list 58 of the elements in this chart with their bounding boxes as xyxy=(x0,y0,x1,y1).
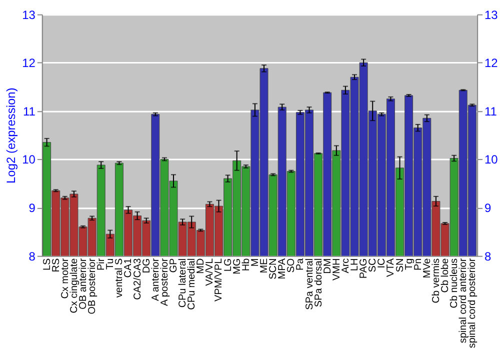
y2-tick-label: 8 xyxy=(484,249,492,264)
x-tick-label: SPa dorsal xyxy=(313,258,324,308)
x-tick-label: SPa ventral xyxy=(304,258,316,310)
x-tick-label: DM xyxy=(322,258,334,274)
y2-tick-label: 9 xyxy=(484,201,492,216)
x-tick-label: SO xyxy=(286,258,298,273)
x-tick-label: MPA xyxy=(277,258,288,280)
x-tick-label: VTA xyxy=(386,258,397,277)
y2-tick-label: 11 xyxy=(484,104,498,118)
x-tick-label: LG xyxy=(222,258,234,272)
y-tick-label: 12 xyxy=(22,56,36,70)
y2-tick-label: 13 xyxy=(484,8,498,22)
x-tick-label: VMH xyxy=(331,258,342,280)
x-tick-label: GP xyxy=(168,258,180,273)
y2-tick-label: 10 xyxy=(484,152,498,167)
x-tick-label: OB anterior xyxy=(78,258,89,310)
x-tick-label: Cx motor xyxy=(60,258,71,299)
x-tick-label: SCN xyxy=(268,258,280,280)
x-tick-label: ventral S xyxy=(114,258,126,298)
x-tick-label: CA1 xyxy=(123,258,134,278)
y-axis-title: Log2 (expression) xyxy=(4,88,18,184)
x-tick-label: Cb nucleus xyxy=(449,258,460,308)
x-tick-label: SN xyxy=(394,258,406,272)
x-tick-label: Pa xyxy=(295,258,306,271)
x-tick-label: SC xyxy=(368,258,379,272)
x-tick-label: Cb lobe xyxy=(440,258,452,293)
x-tick-label: VPM/VPL xyxy=(214,258,225,302)
y-tick-label: 8 xyxy=(28,249,36,264)
x-tick-label: Pir xyxy=(96,258,108,271)
x-tick-label: CPu medial xyxy=(186,258,198,310)
y-tick-label: 13 xyxy=(22,8,36,22)
x-tick-label: PAG xyxy=(358,258,370,279)
x-tick-label: A posterior xyxy=(159,258,170,306)
x-tick-label: ME xyxy=(259,258,270,274)
x-tick-label: Tu xyxy=(105,258,116,270)
x-tick-label: MVe xyxy=(422,258,433,278)
x-tick-label: spinal cord anterior xyxy=(458,258,470,344)
y-tick-label: 11 xyxy=(22,104,36,118)
x-tick-label: Cx cingulate xyxy=(68,258,80,314)
x-tick-label: IC xyxy=(376,258,388,268)
x-tick-label: OB posterior xyxy=(87,258,98,314)
x-tick-label: Tg xyxy=(404,258,415,270)
x-tick-label: DG xyxy=(141,258,152,274)
y-tick-label: 10 xyxy=(22,152,36,167)
x-tick-label: Pn xyxy=(412,258,424,271)
x-tick-label: Hb xyxy=(240,258,252,272)
x-tick-label: Cb vermis xyxy=(430,258,442,304)
x-tick-label: LH xyxy=(350,258,360,272)
x-tick-label: RS xyxy=(50,258,62,272)
x-tick-label: A anterior xyxy=(150,258,162,302)
y-tick-label: 9 xyxy=(28,201,36,216)
x-tick-label: MG xyxy=(232,258,243,274)
x-tick-label: LS xyxy=(42,258,53,271)
x-tick-label: CA2/CA3 xyxy=(132,258,144,300)
y2-tick-label: 12 xyxy=(484,56,498,70)
x-tick-label: spinal cord posterior xyxy=(467,258,478,348)
x-tick-label: Arc xyxy=(340,258,352,274)
x-tick-label: M xyxy=(250,258,261,267)
